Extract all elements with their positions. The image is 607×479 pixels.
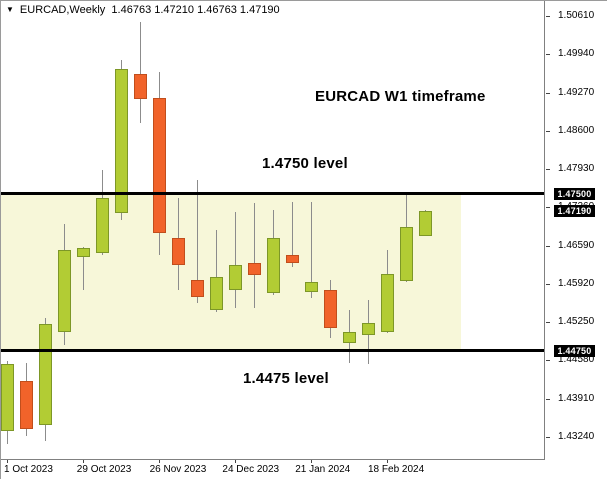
price-badge: 1.47500: [554, 187, 595, 200]
price-tick-label: 1.45250: [558, 316, 595, 328]
candle-body-bull: [1, 363, 14, 431]
candle-wick: [215, 230, 217, 313]
candle-body-bull: [361, 323, 375, 336]
time-tick: [82, 460, 84, 463]
candle-body-bull: [228, 265, 242, 291]
time-tick: [158, 460, 160, 463]
candle-wick: [82, 247, 84, 291]
candle-body-bull: [418, 211, 432, 236]
lower-level-annotation[interactable]: 1.4475 level: [243, 370, 329, 387]
price-tick-label: 1.47930: [558, 163, 595, 175]
chart-title-bar: ▼ EURCAD,Weekly 1.46763 1.47210 1.46763 1…: [6, 4, 280, 16]
time-tick: [6, 460, 8, 463]
time-tick-label: 24 Dec 2023: [222, 464, 280, 475]
price-tick-label: 1.44580: [558, 354, 595, 366]
time-tick-label: 1 Oct 2023: [4, 464, 53, 475]
candle-body-bear: [323, 290, 337, 329]
candle-body-bear: [152, 98, 166, 233]
ohlc-close: 1.47190: [239, 4, 280, 16]
candle-body-bear: [247, 263, 261, 276]
time-tick: [234, 460, 236, 463]
price-tick: [546, 283, 550, 285]
ohlc-open: 1.46763: [111, 4, 152, 16]
price-tick-label: 1.49270: [558, 86, 595, 98]
price-tick: [546, 92, 550, 94]
price-tick-label: 1.50610: [558, 10, 595, 22]
price-axis[interactable]: 1.506101.499401.492701.486001.479301.472…: [544, 1, 607, 459]
time-axis[interactable]: 1 Oct 2023 29 Oct 2023 26 Nov 2023 24 Dec 2…: [1, 460, 544, 479]
price-tick-label: 1.45920: [558, 277, 595, 289]
time-tick-label: 29 Oct 2023: [76, 464, 132, 475]
candle-body-bear: [285, 255, 299, 264]
price-tick-label: 1.48600: [558, 124, 595, 136]
candle-body-bull: [399, 226, 413, 282]
price-tick: [546, 169, 550, 171]
time-tick: [310, 460, 312, 463]
upper-level-annotation[interactable]: 1.4750 level: [262, 155, 348, 172]
timeframe-annotation[interactable]: EURCAD W1 timeframe: [315, 88, 486, 105]
candle-wick: [234, 211, 236, 309]
chart-plot-area[interactable]: [1, 1, 544, 459]
candle-wick: [196, 179, 198, 304]
candle-wick: [139, 22, 141, 123]
price-tick: [546, 436, 550, 438]
candle-wick: [291, 201, 293, 268]
price-badge: 1.47190: [554, 205, 595, 218]
symbol-timeframe-label: EURCAD,Weekly: [19, 4, 106, 16]
price-tick: [546, 130, 550, 132]
price-tick: [546, 360, 550, 362]
candle-body-bull: [76, 248, 90, 258]
price-tick: [546, 54, 550, 56]
time-tick-label: 26 Nov 2023: [149, 464, 207, 475]
candle-body-bull: [38, 324, 52, 425]
price-tick-label: 1.46590: [558, 239, 595, 251]
price-tick-label: 1.49940: [558, 48, 595, 60]
level-line[interactable]: [1, 192, 544, 196]
price-tick: [546, 207, 550, 209]
candle-body-bull: [95, 197, 109, 254]
price-tick-label: 1.43910: [558, 392, 595, 404]
candle-body-bear: [133, 74, 147, 100]
ohlc-high: 1.47210: [154, 4, 195, 16]
candle-body-bull: [380, 274, 394, 333]
price-tick: [546, 245, 550, 247]
time-tick-label: 21 Jan 2024: [295, 464, 351, 475]
candle-body-bull: [114, 69, 128, 213]
candle-body-bear: [19, 380, 33, 429]
candle-body-bull: [266, 238, 280, 294]
candle-wick: [253, 202, 255, 309]
ohlc-low: 1.46763: [197, 4, 237, 16]
price-tick: [546, 322, 550, 324]
symbol-dropdown-icon[interactable]: ▼: [6, 5, 14, 14]
price-badge: 1.44750: [554, 344, 595, 357]
candle-body-bull: [209, 277, 223, 311]
time-tick-label: 18 Feb 2024: [368, 464, 425, 475]
price-tick: [546, 398, 550, 400]
plot-bottom-border: [1, 459, 545, 460]
candle-body-bear: [190, 280, 204, 298]
candle-wick: [310, 201, 312, 299]
candle-body-bull: [342, 332, 356, 343]
candle-body-bull: [304, 282, 318, 293]
candle-body-bull: [57, 250, 71, 333]
level-line[interactable]: [1, 349, 544, 353]
candle-body-bear: [171, 238, 185, 266]
price-tick-label: 1.43240: [558, 430, 595, 442]
price-tick: [546, 16, 550, 18]
time-tick: [386, 460, 388, 463]
